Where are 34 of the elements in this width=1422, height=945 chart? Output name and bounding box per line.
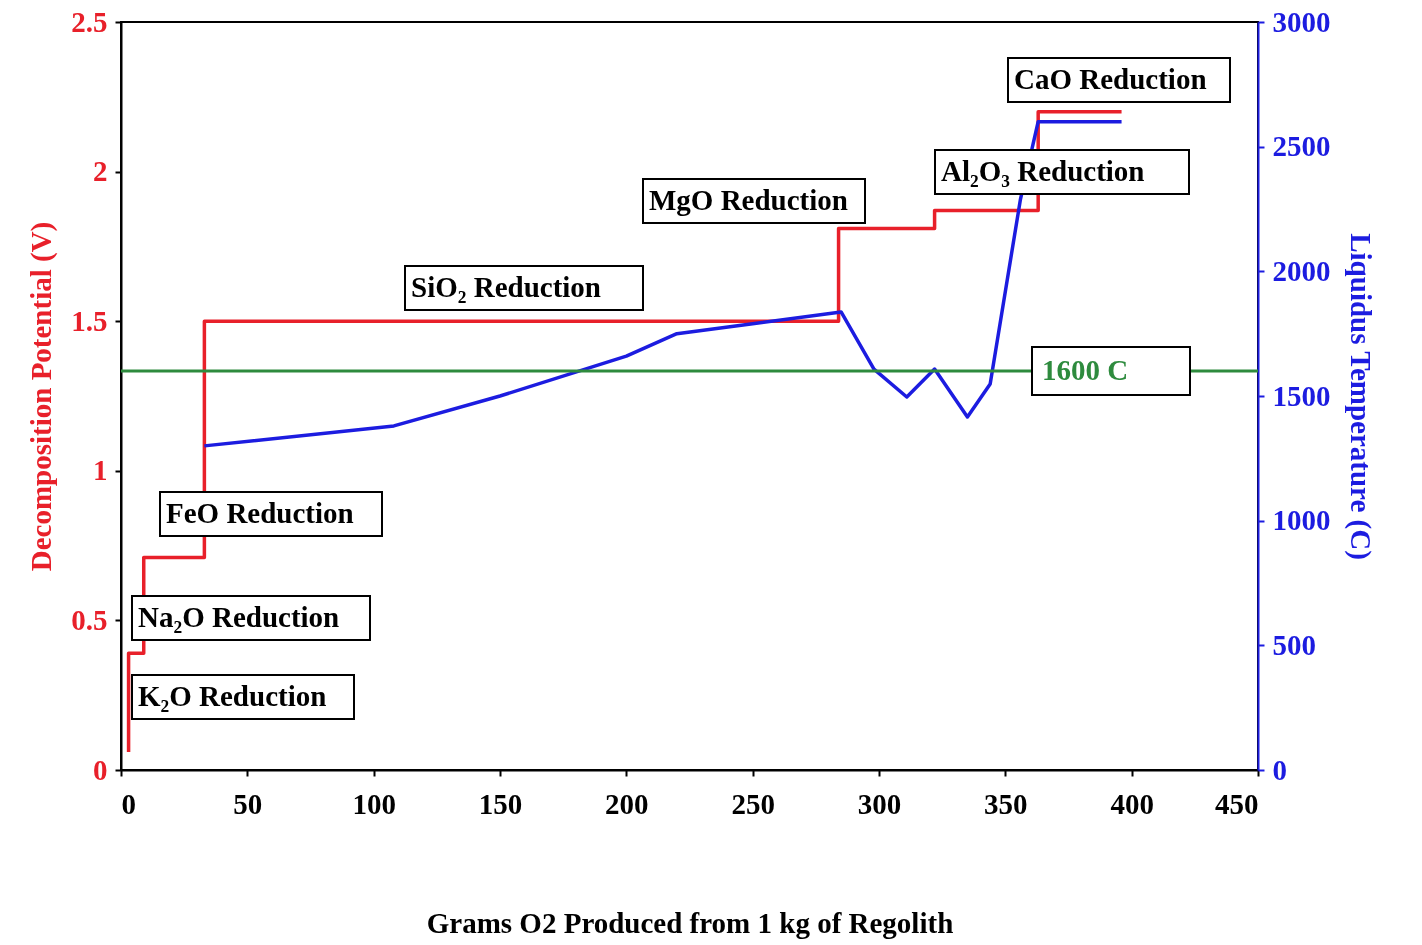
- x-tick-label: 350: [984, 787, 1028, 820]
- annotation: FeO Reduction: [166, 497, 354, 529]
- y2-tick-label: 2000: [1272, 254, 1331, 287]
- annotation: Na₂O Reduction: [138, 601, 340, 633]
- y-tick-label: 0.5: [71, 603, 108, 636]
- y2-tick-label: 1000: [1272, 504, 1331, 537]
- x-tick-label: 100: [352, 787, 396, 820]
- y-tick-label: 2.5: [71, 5, 108, 38]
- annotation: MgO Reduction: [649, 184, 848, 216]
- x-tick-label: 450: [1215, 787, 1259, 820]
- y2-tick-label: 2500: [1272, 130, 1331, 163]
- annotation: Al₂O₃ Reduction: [941, 155, 1145, 187]
- y2-tick-label: 500: [1272, 628, 1316, 661]
- x-tick-label: 200: [605, 787, 649, 820]
- y-tick-label: 2: [93, 155, 108, 188]
- x-tick-label: 400: [1110, 787, 1154, 820]
- y2-tick-label: 3000: [1272, 5, 1331, 38]
- ref-line-label: 1600 C: [1042, 354, 1129, 387]
- x-tick-label: 300: [857, 787, 902, 820]
- y2-tick-label: 1500: [1272, 379, 1331, 412]
- y-tick-label: 0: [93, 753, 108, 786]
- annotation: CaO Reduction: [1014, 63, 1207, 95]
- y2-axis-title: Liquidus Temperature (C): [1343, 233, 1377, 560]
- y-tick-label: 1.5: [71, 304, 108, 337]
- x-tick-label: 0: [121, 787, 136, 820]
- annotation: K₂O Reduction: [138, 680, 327, 712]
- x-tick-label: 250: [731, 787, 775, 820]
- x-tick-label: 50: [233, 787, 263, 820]
- x-axis-title: Grams O2 Produced from 1 kg of Regolith: [426, 906, 954, 939]
- y-tick-label: 1: [93, 454, 108, 487]
- annotation: SiO₂ Reduction: [411, 271, 601, 303]
- x-tick-label: 150: [478, 787, 523, 820]
- y2-tick-label: 0: [1272, 753, 1287, 786]
- y-axis-title: Decomposition Potential (V): [25, 221, 59, 572]
